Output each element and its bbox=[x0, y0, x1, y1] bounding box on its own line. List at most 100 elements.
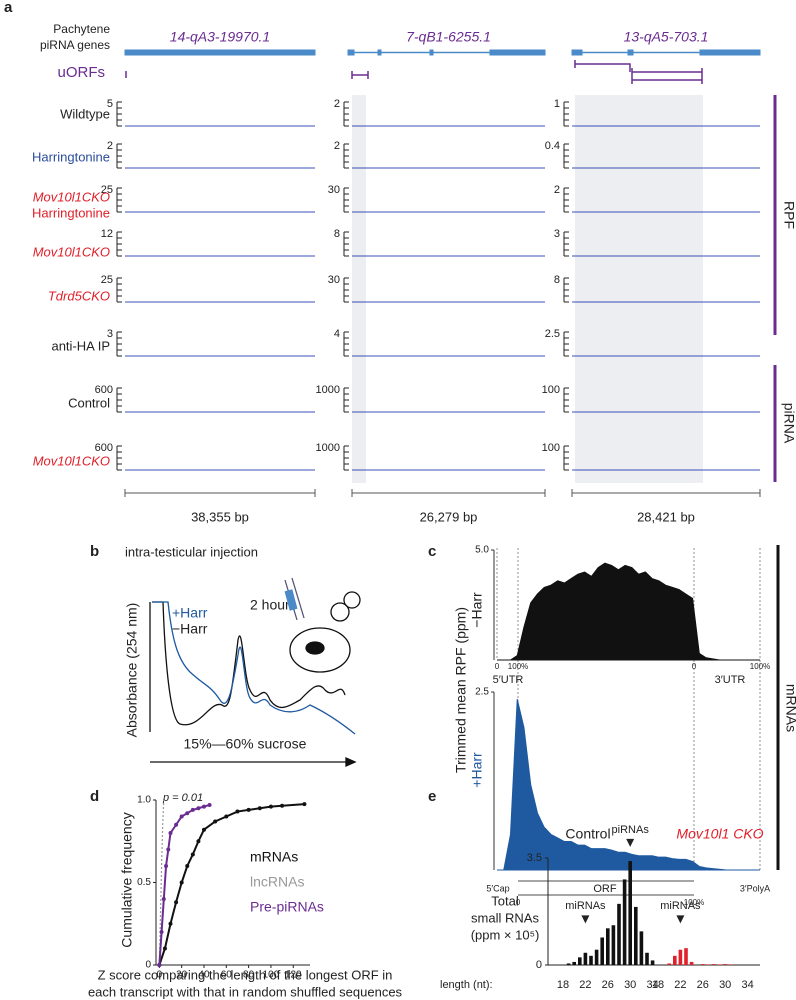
bar bbox=[678, 949, 683, 965]
y-label: Absorbance (254 nm) bbox=[124, 603, 140, 738]
track-scale: 600 bbox=[95, 442, 113, 454]
y-tick-label: 0 bbox=[536, 959, 542, 971]
pos-label: 100% bbox=[750, 662, 770, 671]
region-label: 3′UTR bbox=[715, 674, 746, 686]
header: piRNA genes bbox=[40, 38, 110, 52]
point bbox=[164, 864, 169, 868]
region-label: 5′UTR bbox=[493, 674, 524, 686]
length-label: 28,421 bp bbox=[637, 509, 695, 524]
track-label: Wildtype bbox=[60, 106, 110, 121]
point bbox=[280, 803, 285, 808]
bar bbox=[572, 961, 576, 965]
pos-label: 100% bbox=[684, 898, 704, 907]
x-tick-label: 30 bbox=[719, 979, 731, 991]
track-label: anti-HA IP bbox=[51, 338, 110, 353]
track-scale: 1000 bbox=[316, 442, 340, 454]
track-scale: 25 bbox=[101, 184, 113, 196]
arrow bbox=[581, 915, 590, 924]
length-label: 26,279 bp bbox=[420, 509, 478, 524]
x-tick-label: 26 bbox=[697, 979, 709, 991]
x-tick-label: 30 bbox=[624, 979, 636, 991]
point bbox=[166, 847, 171, 852]
point bbox=[224, 814, 229, 819]
track-scale: 30 bbox=[328, 274, 340, 286]
bar bbox=[689, 961, 694, 965]
region-label: 5′Cap bbox=[486, 883, 509, 893]
point bbox=[185, 811, 190, 816]
point bbox=[190, 807, 195, 812]
bar bbox=[729, 964, 733, 965]
panel-label: e bbox=[428, 788, 436, 805]
panel-label: b bbox=[90, 543, 99, 560]
brackets bbox=[773, 95, 780, 870]
x-tick-label: 26 bbox=[602, 979, 614, 991]
track-scale: 3 bbox=[107, 328, 113, 340]
x-label: length (nt): bbox=[440, 979, 493, 991]
bar bbox=[667, 963, 671, 965]
x-tick-label: 120 bbox=[285, 970, 302, 981]
point bbox=[201, 804, 206, 809]
track-label: Mov10l1CKO bbox=[33, 244, 110, 259]
bar bbox=[712, 964, 716, 965]
y-label: small RNAs bbox=[471, 910, 539, 925]
arrow bbox=[676, 915, 685, 924]
panel-label: c bbox=[428, 543, 436, 560]
x-tick-label: 60 bbox=[221, 970, 233, 981]
bar bbox=[645, 952, 649, 965]
length-label: 38,355 bp bbox=[191, 509, 249, 524]
point bbox=[302, 802, 307, 807]
legend: lncRNAs bbox=[250, 874, 304, 890]
point bbox=[257, 806, 262, 811]
point bbox=[179, 880, 184, 885]
legend: mRNAs bbox=[250, 849, 298, 865]
uorf-models bbox=[125, 60, 703, 84]
x-label: each transcript with that in random shuf… bbox=[88, 984, 403, 999]
point bbox=[268, 804, 273, 809]
bar bbox=[600, 937, 604, 965]
track-scale: 25 bbox=[101, 274, 113, 286]
point bbox=[246, 807, 251, 812]
y-tick-label: 1.0 bbox=[137, 795, 151, 806]
track-label: Tdrd5CKO bbox=[48, 288, 110, 303]
x-label: 15%—60% sucrose bbox=[184, 736, 307, 752]
x-tick-label: 22 bbox=[579, 979, 591, 991]
y-tick-label: 0 bbox=[145, 960, 151, 971]
series-label: −Harr bbox=[469, 592, 485, 628]
bar bbox=[606, 928, 610, 965]
point bbox=[207, 802, 212, 807]
bar bbox=[622, 879, 627, 965]
y-label: Trimmed mean RPF (ppm) bbox=[453, 607, 469, 773]
point bbox=[174, 900, 179, 905]
legend: −Harr bbox=[172, 621, 208, 637]
group-label: RPF bbox=[781, 201, 796, 229]
region-label: ORF bbox=[593, 883, 617, 895]
area bbox=[497, 562, 760, 661]
pos-label: 0 bbox=[692, 662, 697, 671]
gene-name: 13-qA5-703.1 bbox=[624, 29, 709, 45]
point bbox=[213, 819, 218, 824]
track-scale: 600 bbox=[95, 384, 113, 396]
track-label: Harringtonine bbox=[32, 149, 110, 164]
bar bbox=[684, 948, 688, 965]
y-tick-label: 2.5 bbox=[475, 687, 489, 698]
shade bbox=[352, 95, 366, 483]
x-tick-label: 34 bbox=[741, 979, 753, 991]
track-scale: 2 bbox=[334, 98, 340, 110]
bar bbox=[639, 931, 644, 965]
y-tick-label: 3.5 bbox=[527, 852, 542, 864]
legend: +Harr bbox=[172, 605, 208, 621]
pos-label: 0 bbox=[495, 662, 500, 671]
x-tick-label: 22 bbox=[674, 979, 686, 991]
x-tick-label: 20 bbox=[176, 970, 188, 981]
bar bbox=[634, 906, 638, 965]
legend: Pre-piRNAs bbox=[250, 899, 324, 915]
point bbox=[161, 897, 166, 901]
panel-label: a bbox=[4, 0, 13, 16]
track-scale: 5 bbox=[107, 98, 113, 110]
track-scale: 3 bbox=[554, 228, 560, 240]
track-scale: 100 bbox=[542, 384, 560, 396]
track-scale: 4 bbox=[334, 328, 340, 340]
bar bbox=[566, 963, 571, 965]
annotation: miRNAs bbox=[660, 900, 701, 912]
x-tick-label: 100 bbox=[263, 970, 280, 981]
